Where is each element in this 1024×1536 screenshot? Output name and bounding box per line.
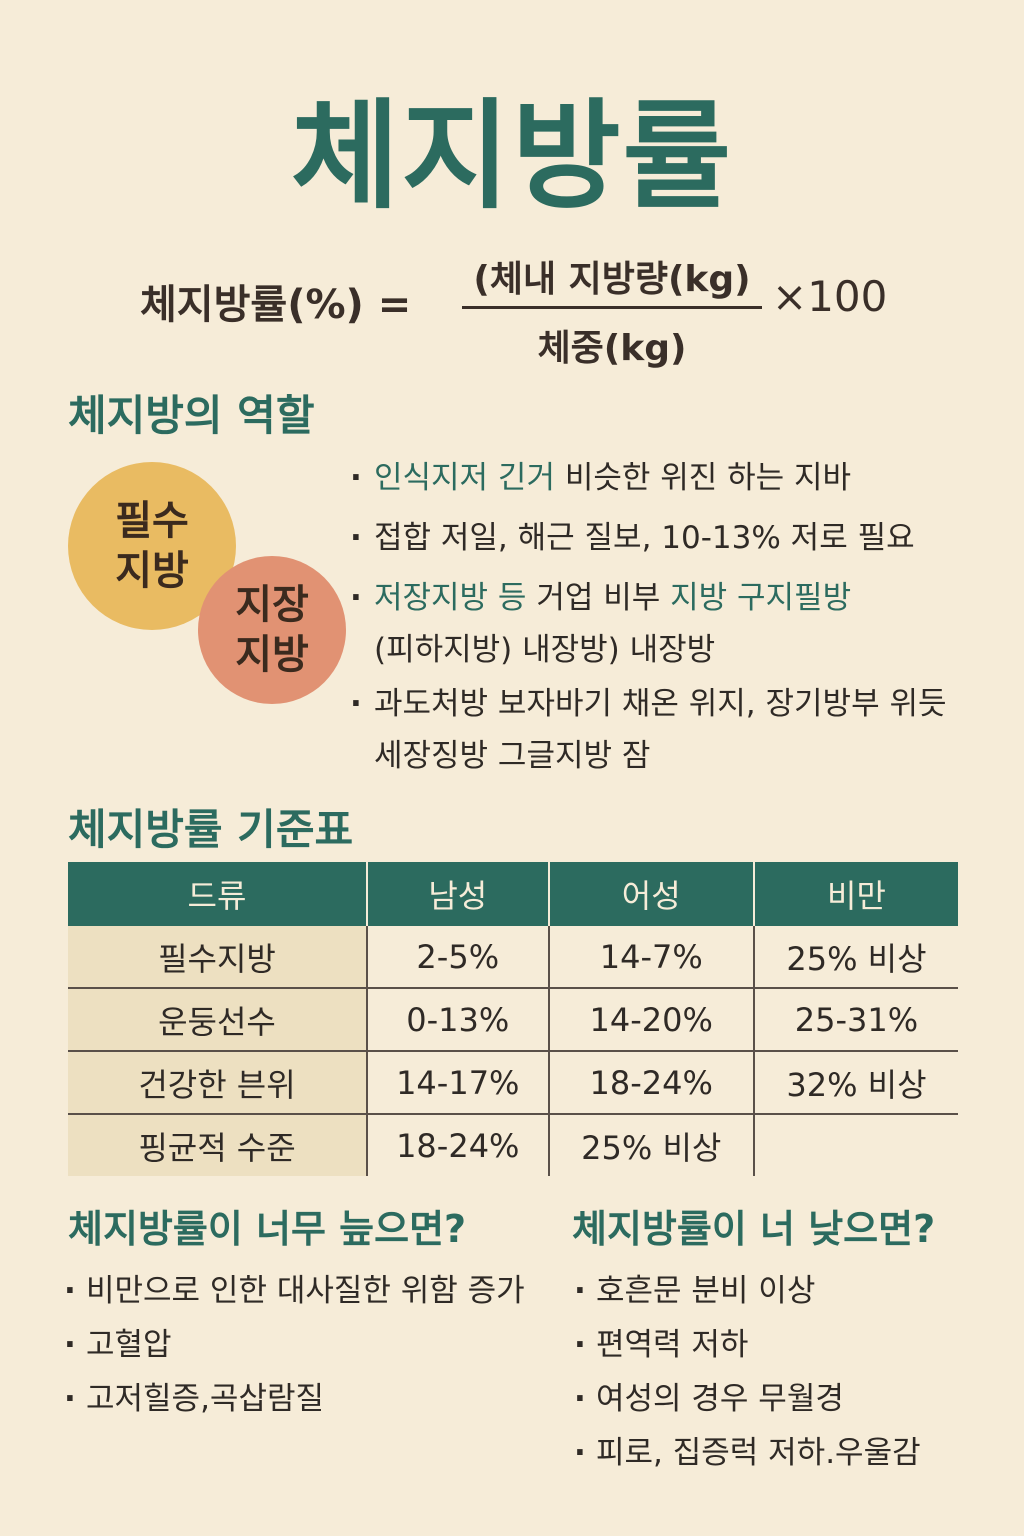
role-item: 저장지방 등 거업 비부 지방 구지필방(피하지방) 내장방) 내장방 — [350, 572, 1010, 676]
too-high-list: 비만으로 인한 대사질한 위함 증가 고혈압 고저힐증,곡삽람질 — [64, 1264, 525, 1426]
table-cell: 18-24% — [367, 1114, 550, 1176]
table-cell: 25-31% — [753, 988, 958, 1052]
header-category: 드류 — [68, 862, 368, 926]
table-cell: 14-20% — [548, 988, 755, 1052]
table-cell: 25% 비상 — [753, 926, 958, 989]
list-item: 편역력 저하 — [574, 1318, 921, 1372]
formula-numerator: (체내 지방량(kg) — [473, 259, 751, 300]
storage-fat-circle: 지장 지방 — [198, 556, 346, 704]
list-item: 고저힐증,곡삽람질 — [64, 1372, 525, 1426]
table-row: 건강한 븐위 14-17% 18-24% 32% 비상 — [68, 1051, 958, 1115]
formula-fraction: (체내 지방량(kg) 체중(kg) — [462, 250, 762, 371]
table-cell: 25% 비상 — [548, 1114, 755, 1176]
table-row: 핑균적 수준 18-24% 25% 비상 — [68, 1114, 958, 1176]
table-row: 운둥선수 0-13% 14-20% 25-31% — [68, 988, 958, 1052]
table-cell: 32% 비상 — [753, 1051, 958, 1115]
table-cell: 0-13% — [367, 988, 550, 1052]
list-item: 비만으로 인한 대사질한 위함 증가 — [64, 1264, 525, 1318]
too-low-heading: 체지방률이 너 낮으면? — [572, 1207, 936, 1251]
list-item: 피로, 집증럭 저하.우울감 — [574, 1426, 921, 1480]
table-cell: 14-17% — [367, 1051, 550, 1115]
role-item: 접합 저일, 해근 질보, 10-13% 저로 필요 — [350, 512, 1010, 564]
list-item: 고혈압 — [64, 1318, 525, 1372]
table-cell: 운둥선수 — [68, 988, 368, 1052]
table-row: 필수지방 2-5% 14-7% 25% 비상 — [68, 926, 958, 989]
storage-fat-label: 지장 지방 — [235, 582, 309, 678]
list-item: 여성의 경우 무월경 — [574, 1372, 921, 1426]
table-header-row: 드류 남성 어성 비만 — [68, 862, 958, 926]
page-title: 체지방률 — [290, 87, 734, 225]
header-female: 어성 — [548, 862, 755, 926]
table-cell: 14-7% — [548, 926, 755, 989]
too-low-list: 호흔문 분비 이상 편역력 저하 여성의 경우 무월경 피로, 집증럭 저하.우… — [574, 1264, 921, 1480]
roles-list: 인식지저 긴거 비슷한 위진 하는 지바 접합 저일, 해근 질보, 10-13… — [350, 452, 1010, 782]
formula-lhs: 체지방률(%) = — [140, 282, 412, 328]
table-cell — [754, 1114, 958, 1176]
table-cell: 건강한 븐위 — [68, 1051, 368, 1115]
essential-fat-circle: 필수 지방 — [68, 462, 236, 630]
roles-heading: 체지방의 역할 — [68, 391, 315, 440]
too-high-heading: 체지방률이 너무 늪으면? — [68, 1207, 467, 1251]
header-obese: 비만 — [753, 862, 958, 926]
formula: 체지방률(%) = (체내 지방량(kg) 체중(kg) ×100 — [140, 250, 920, 369]
table-cell: 18-24% — [548, 1051, 755, 1115]
table-cell: 필수지방 — [68, 926, 368, 989]
header-male: 남성 — [367, 862, 550, 926]
table-cell: 2-5% — [367, 926, 550, 989]
formula-denominator: 체중(kg) — [537, 328, 687, 369]
table-heading: 체지방률 기준표 — [68, 805, 354, 854]
list-item: 호흔문 분비 이상 — [574, 1264, 921, 1318]
table-cell: 핑균적 수준 — [68, 1114, 368, 1176]
formula-multiplier: ×100 — [772, 272, 888, 321]
essential-fat-label: 필수 지방 — [115, 498, 189, 594]
role-item: 인식지저 긴거 비슷한 위진 하는 지바 — [350, 452, 1010, 504]
body-fat-table: 드류 남성 어성 비만 필수지방 2-5% 14-7% 25% 비상 운둥선수 … — [68, 862, 958, 1176]
fraction-bar — [462, 306, 762, 309]
